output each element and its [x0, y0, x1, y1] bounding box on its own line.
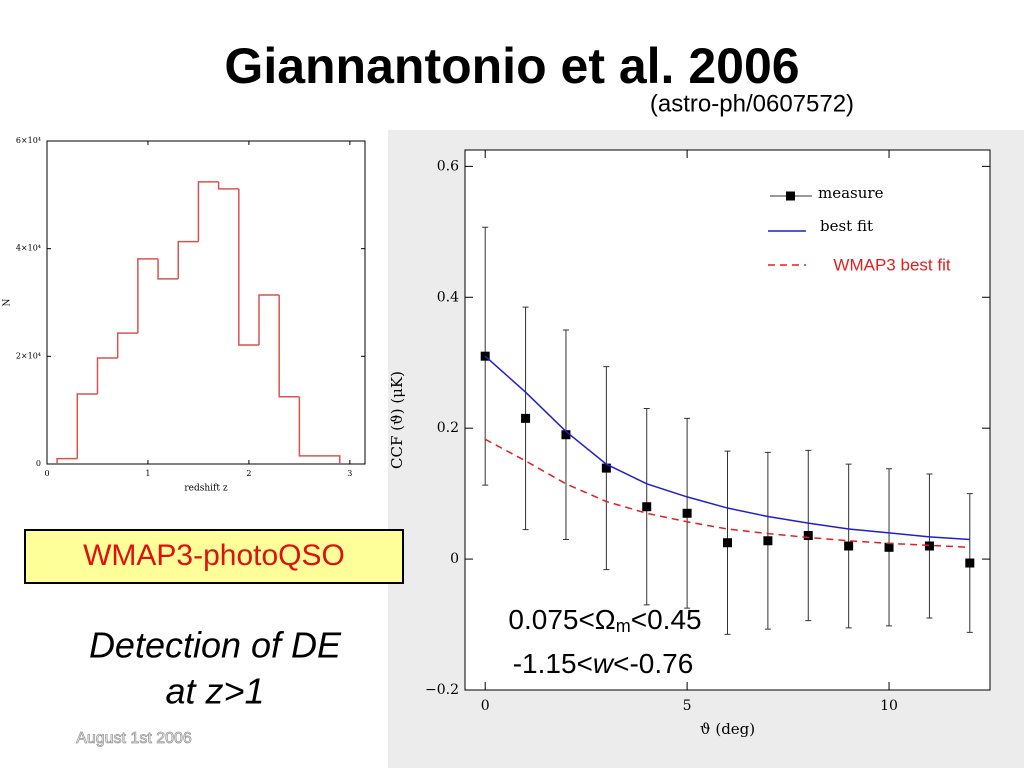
data-point	[682, 508, 692, 518]
annotation: 0.075<Ωm<0.45	[508, 604, 701, 636]
data-point	[763, 536, 773, 546]
box-label: WMAP3-photoQSO	[83, 539, 345, 572]
x-tick-label: 2	[246, 469, 251, 478]
histogram-bin	[319, 455, 341, 464]
histogram-bin	[217, 181, 239, 190]
histogram-bin	[76, 393, 98, 459]
plot-area	[46, 140, 366, 465]
histogram-bin	[137, 258, 159, 334]
annotation-part: m	[616, 616, 631, 636]
fit-line	[484, 438, 970, 549]
y-tick-label: 6×10⁴	[16, 136, 41, 145]
annotation-part: w	[593, 648, 615, 679]
y-axis-label: CCF (ϑ) (μK)	[388, 371, 406, 469]
slide-title: Giannantonio et al. 2006	[224, 38, 799, 94]
annotation-part: <-0.76	[613, 648, 693, 679]
y-tick-label: 0	[450, 551, 459, 567]
histogram-bin	[96, 357, 118, 395]
x-tick-label: 10	[880, 698, 898, 714]
y-tick-label: −0.2	[425, 682, 459, 698]
label-box	[24, 529, 404, 584]
x-tick-label: 1	[145, 469, 150, 478]
legend-label: best fit	[820, 217, 873, 235]
data-point	[642, 502, 652, 512]
fit-line	[484, 355, 970, 541]
data-point	[561, 430, 571, 440]
annotation: -1.15<w<-0.76	[513, 648, 694, 679]
histogram-bin	[298, 396, 320, 457]
date: August 1st 2006	[76, 730, 192, 747]
x-tick-label: 0	[481, 698, 490, 714]
slide-subtitle: (astro-ph/0607572)	[650, 90, 854, 117]
detection-line: at z>1	[165, 671, 264, 712]
legend-label: measure	[818, 184, 884, 202]
x-axis-label: ϑ (deg)	[700, 720, 755, 738]
annotation-part: <0.45	[631, 604, 702, 635]
y-tick-label: 4×10⁴	[16, 244, 41, 253]
data-point	[965, 558, 975, 568]
y-tick-label: 0.2	[437, 420, 459, 436]
legend-label: WMAP3 best fit	[833, 255, 950, 274]
data-point	[723, 538, 732, 548]
data-point	[844, 541, 854, 551]
data-point	[521, 413, 531, 423]
annotation-part: -1.15<	[513, 648, 593, 679]
x-axis-label: redshift z	[184, 484, 227, 494]
histogram-bin	[258, 294, 280, 346]
legend-box	[808, 252, 976, 280]
y-axis-label: N	[3, 298, 13, 306]
histogram-bin	[177, 240, 199, 279]
histogram-bin	[278, 294, 300, 398]
y-tick-label: 0.6	[437, 158, 459, 174]
histogram-bin	[116, 332, 138, 358]
annotation-part: 0.075<Ω	[508, 604, 615, 635]
x-tick-label: 0	[44, 469, 49, 478]
data-point	[884, 542, 894, 552]
histogram-bin	[56, 457, 78, 464]
histogram-bin	[238, 188, 259, 346]
detection-line: Detection of DE	[89, 625, 342, 666]
x-tick-label: 5	[683, 698, 692, 714]
data-point	[601, 463, 611, 473]
y-tick-label: 2×10⁴	[16, 351, 41, 360]
legend-swatch	[786, 191, 795, 201]
y-tick-label: 0.4	[437, 289, 459, 305]
data-point	[803, 531, 813, 541]
data-point	[924, 541, 934, 551]
histogram-bin	[197, 181, 219, 242]
y-tick-label: 0	[36, 459, 41, 468]
histogram-bin	[157, 258, 179, 280]
x-tick-label: 3	[347, 469, 352, 478]
